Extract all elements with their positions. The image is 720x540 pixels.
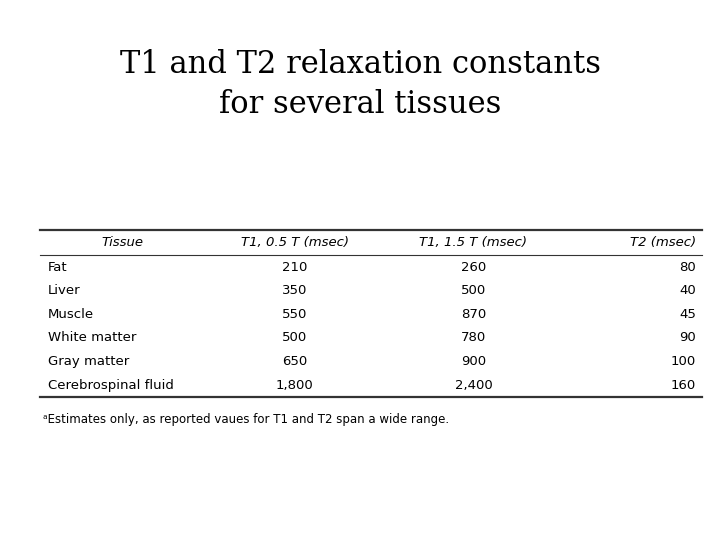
Text: Liver: Liver: [48, 285, 81, 298]
Text: Gray matter: Gray matter: [48, 355, 130, 368]
Text: 210: 210: [282, 261, 307, 274]
Text: Fat: Fat: [48, 261, 68, 274]
Text: 160: 160: [671, 379, 696, 392]
Text: 100: 100: [671, 355, 696, 368]
Text: Muscle: Muscle: [48, 308, 94, 321]
Text: 80: 80: [680, 261, 696, 274]
Text: Tissue: Tissue: [102, 236, 143, 249]
Text: 2,400: 2,400: [454, 379, 492, 392]
Text: T1, 1.5 T (msec): T1, 1.5 T (msec): [420, 236, 528, 249]
Text: 260: 260: [461, 261, 486, 274]
Text: 500: 500: [461, 285, 486, 298]
Text: T1 and T2 relaxation constants
for several tissues: T1 and T2 relaxation constants for sever…: [120, 49, 600, 120]
Text: 550: 550: [282, 308, 307, 321]
Text: 45: 45: [680, 308, 696, 321]
Text: 500: 500: [282, 332, 307, 345]
Text: 780: 780: [461, 332, 486, 345]
Text: T1, 0.5 T (msec): T1, 0.5 T (msec): [240, 236, 348, 249]
Text: White matter: White matter: [48, 332, 137, 345]
Text: T2 (msec): T2 (msec): [630, 236, 696, 249]
Text: ᵃEstimates only, as reported va​ues for T1 and T2 span a wide range.: ᵃEstimates only, as reported va​ues for …: [43, 413, 449, 426]
Text: 650: 650: [282, 355, 307, 368]
Text: 350: 350: [282, 285, 307, 298]
Text: 900: 900: [461, 355, 486, 368]
Text: 40: 40: [680, 285, 696, 298]
Text: 1,800: 1,800: [276, 379, 313, 392]
Text: 90: 90: [680, 332, 696, 345]
Text: 870: 870: [461, 308, 486, 321]
Text: Cerebrospinal fluid: Cerebrospinal fluid: [48, 379, 174, 392]
